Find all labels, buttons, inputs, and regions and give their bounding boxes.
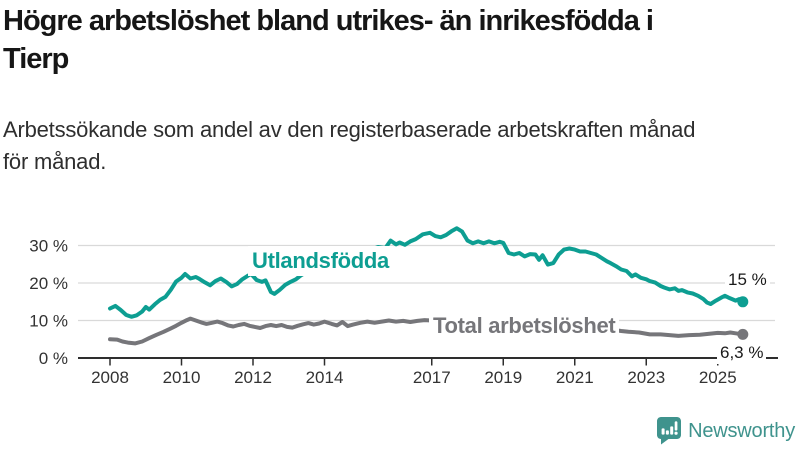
x-tick-label: 2010 <box>163 368 201 387</box>
chart-subtitle: Arbetssökande som andel av den registerb… <box>3 114 799 178</box>
y-tick-label: 10 % <box>29 312 68 331</box>
x-tick-label: 2023 <box>627 368 665 387</box>
y-tick-label: 0 % <box>39 349 68 368</box>
x-tick-label: 2017 <box>413 368 451 387</box>
chart-axis-labels: 0 % 10 % 20 % 30 % 2008 2010 2012 2014 2017 2019 2… <box>29 237 736 388</box>
chart-subtitle-line-1: Arbetssökande som andel av den registerb… <box>3 117 696 142</box>
series-label-utlandsfodda: Utlandsfödda <box>248 246 393 276</box>
series-label-total-arbetsloshet: Total arbetslöshet <box>429 311 620 341</box>
x-tick-label: 2008 <box>91 368 129 387</box>
x-tick-label: 2014 <box>306 368 344 387</box>
page-title-line-1: Högre arbetslöshet bland utrikes- än inr… <box>3 5 654 37</box>
end-value-label-utlandsfodda: 15 % <box>725 269 770 291</box>
chart-series <box>108 226 749 346</box>
end-value-label-total-arbetsloshet: 6,3 % <box>717 342 767 364</box>
series-line-1 <box>108 316 745 346</box>
chart-grid <box>78 244 778 366</box>
x-tick-label: 2025 <box>699 368 737 387</box>
series-end-dot-1 <box>737 328 749 340</box>
page-title: Högre arbetslöshet bland utrikes- än inr… <box>3 2 799 78</box>
y-tick-label: 30 % <box>29 237 68 256</box>
chart-subtitle-line-2: för månad. <box>3 149 107 174</box>
x-tick-label: 2019 <box>484 368 522 387</box>
x-tick-label: 2012 <box>234 368 272 387</box>
y-tick-label: 20 % <box>29 274 68 293</box>
series-line-0 <box>108 226 745 319</box>
newsworthy-logo[interactable]: Newsworthy <box>657 417 795 445</box>
x-tick-label: 2021 <box>556 368 594 387</box>
series-end-dot-0 <box>737 296 749 308</box>
page-title-line-2: Tierp <box>3 43 69 75</box>
brand-name: Newsworthy <box>688 419 795 442</box>
bar-chart-speech-bubble-icon <box>657 417 682 445</box>
